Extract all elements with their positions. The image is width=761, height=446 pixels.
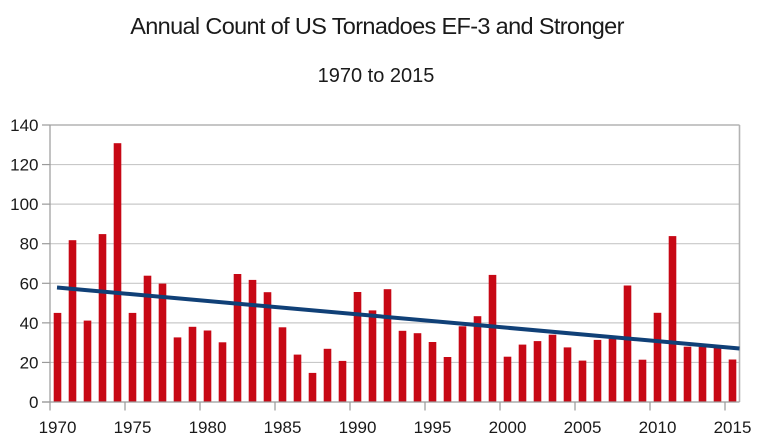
svg-text:60: 60 — [20, 274, 39, 293]
svg-text:2005: 2005 — [564, 418, 602, 437]
svg-text:2015: 2015 — [714, 418, 752, 437]
svg-text:1980: 1980 — [189, 418, 227, 437]
svg-text:1990: 1990 — [339, 418, 377, 437]
svg-text:0: 0 — [29, 393, 38, 412]
svg-text:40: 40 — [20, 314, 39, 333]
svg-text:80: 80 — [20, 235, 39, 254]
svg-text:1995: 1995 — [414, 418, 452, 437]
svg-text:Annual Count of US Tornadoes E: Annual Count of US Tornadoes EF-3 and St… — [130, 13, 624, 39]
svg-text:2010: 2010 — [639, 418, 677, 437]
svg-text:1975: 1975 — [114, 418, 152, 437]
svg-text:1970: 1970 — [39, 418, 77, 437]
svg-text:1970 to 2015: 1970 to 2015 — [318, 65, 435, 87]
svg-text:2000: 2000 — [489, 418, 527, 437]
svg-text:100: 100 — [10, 195, 38, 214]
svg-text:20: 20 — [20, 353, 39, 372]
svg-text:140: 140 — [10, 116, 38, 135]
svg-text:1985: 1985 — [264, 418, 302, 437]
svg-text:120: 120 — [10, 156, 38, 175]
